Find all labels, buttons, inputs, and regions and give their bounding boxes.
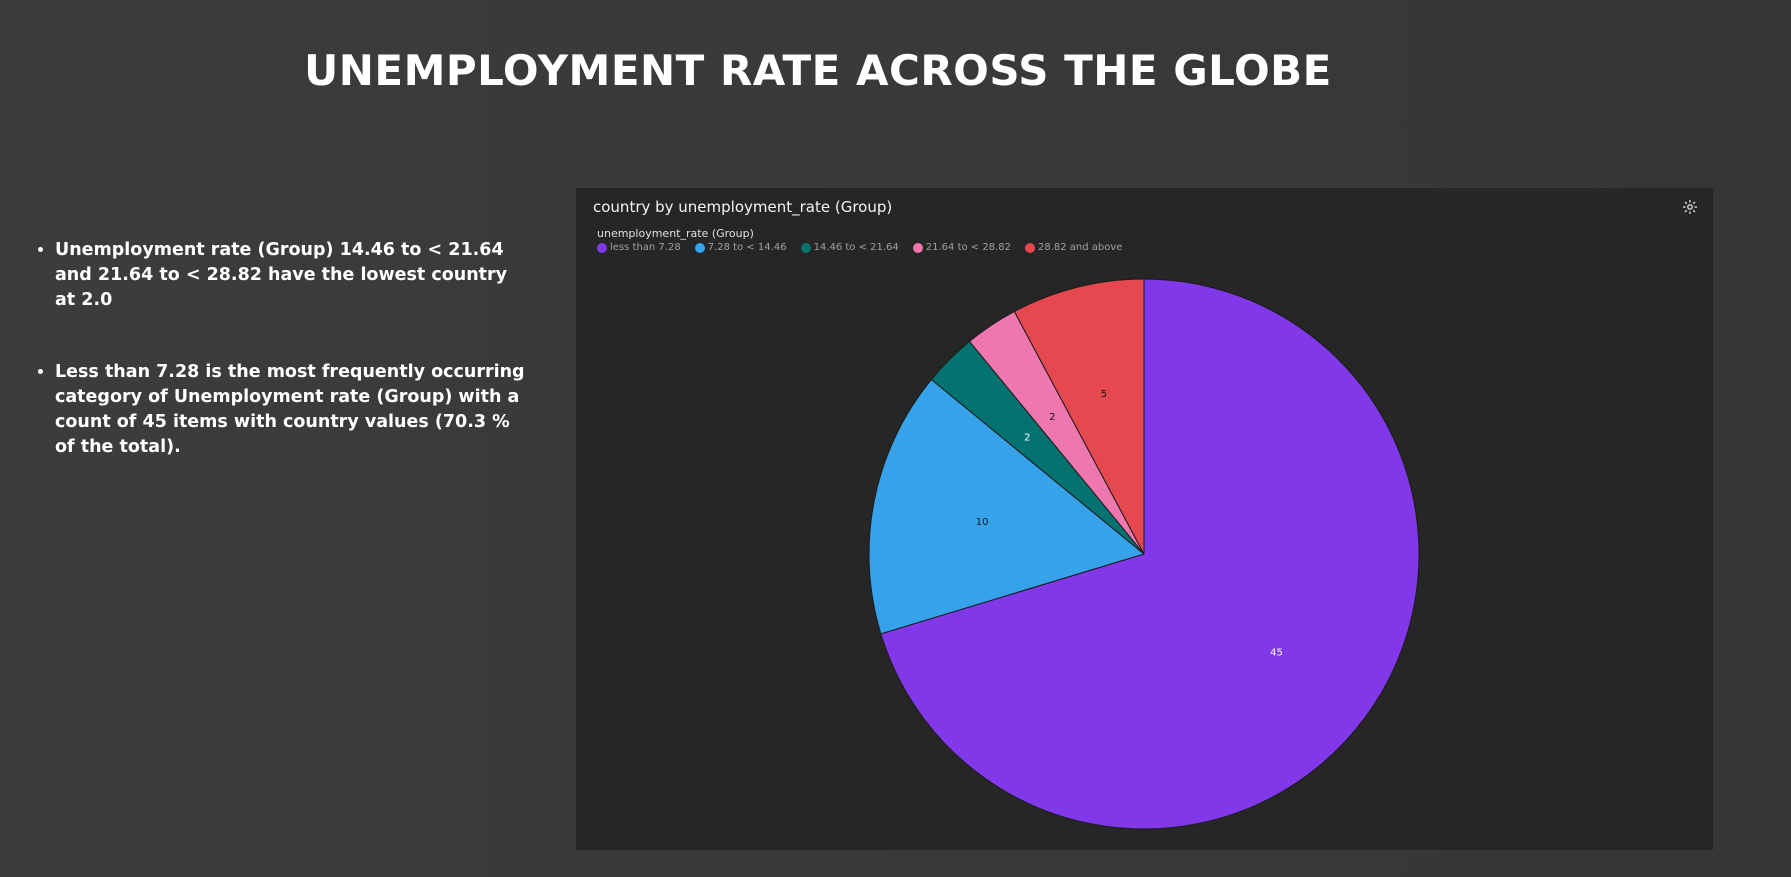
- pie-slice-label: 2: [1049, 412, 1055, 423]
- legend-label: 21.64 to < 28.82: [925, 242, 1011, 253]
- pie-slice-label: 45: [1270, 647, 1283, 658]
- legend-label: 14.46 to < 21.64: [813, 242, 899, 253]
- legend-swatch: [694, 242, 705, 253]
- chart-panel: country by unemployment_rate (Group) une…: [576, 188, 1713, 850]
- pie-slice[interactable]: [1013, 278, 1145, 555]
- chart-title: country by unemployment_rate (Group): [593, 198, 893, 216]
- gear-icon: [1683, 200, 1697, 214]
- page-title: UNEMPLOYMENT RATE ACROSS THE GLOBE: [304, 46, 1332, 95]
- legend-item[interactable]: less than 7.28: [597, 242, 681, 253]
- legend-swatch: [912, 242, 923, 253]
- insight-item: Less than 7.28 is the most frequently oc…: [55, 360, 525, 460]
- pie-slice-label: 10: [976, 517, 989, 528]
- pie-slice[interactable]: [868, 378, 1146, 635]
- legend-title: unemployment_rate (Group): [597, 227, 754, 240]
- insight-item: Unemployment rate (Group) 14.46 to < 21.…: [55, 238, 525, 313]
- legend-label: 7.28 to < 14.46: [707, 242, 787, 253]
- legend-item[interactable]: 14.46 to < 21.64: [800, 242, 899, 253]
- chart-settings-button[interactable]: [1679, 196, 1701, 218]
- pie-slice-label: 2: [1024, 432, 1030, 443]
- legend-swatch: [800, 242, 811, 253]
- legend-swatch: [1025, 242, 1035, 253]
- legend-item[interactable]: 28.82 and above: [1025, 242, 1122, 253]
- insights-list: Unemployment rate (Group) 14.46 to < 21.…: [30, 238, 525, 507]
- legend-label: 28.82 and above: [1038, 242, 1123, 253]
- legend-swatch: [597, 242, 607, 253]
- legend-label: less than 7.28: [610, 242, 681, 253]
- pie-slice-label: 5: [1101, 389, 1107, 400]
- pie-chart: 45 10 2 2 5: [868, 278, 1420, 830]
- legend-item[interactable]: 21.64 to < 28.82: [912, 242, 1011, 253]
- pie-slice[interactable]: [880, 278, 1420, 830]
- legend-item[interactable]: 7.28 to < 14.46: [694, 242, 787, 253]
- chart-legend: less than 7.28 7.28 to < 14.46 14.46 to < …: [597, 242, 1136, 253]
